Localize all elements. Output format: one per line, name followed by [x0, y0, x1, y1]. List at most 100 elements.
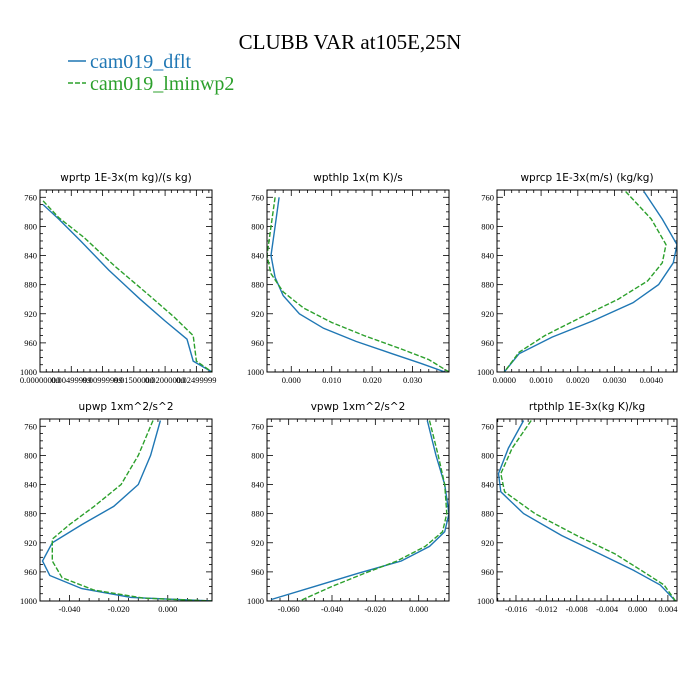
panel-frame-wprtp — [39, 189, 213, 373]
series-line-wprcp-dflt — [503, 191, 677, 372]
ytick-label-wprcp-1000: 1000 — [477, 367, 494, 377]
ytick-label-vpwp-800: 800 — [251, 450, 264, 460]
ytick-label-wprtp-920: 920 — [24, 309, 37, 319]
panel-frame-rtpthlp — [496, 418, 678, 602]
legend-label-dflt: cam019_dflt — [90, 51, 192, 73]
xtick-label-wprtp-3: 0.01500000 — [114, 375, 154, 385]
ytick-label-wpthlp-880: 880 — [251, 280, 264, 290]
panel-wpthlp: wpthlp 1x(m K)/s 760 800 840 880 920 960 1000 0.… — [247, 172, 450, 385]
ytick-label-wprcp-800: 800 — [481, 221, 494, 231]
ytick-label-rtpthlp-880: 880 — [481, 509, 494, 519]
xtick-label-wpthlp-1: 0.010 — [322, 375, 341, 385]
legend-label-lminwp2: cam019_lminwp2 — [90, 73, 234, 95]
xtick-label-wprcp-4: 0.0040 — [640, 375, 663, 385]
panel-title-wprcp: wprcp 1E-3x(m/s) (kg/kg) — [520, 172, 653, 184]
ytick-label-wpthlp-840: 840 — [251, 251, 264, 261]
ytick-label-rtpthlp-920: 920 — [481, 538, 494, 548]
xtick-label-wprcp-0: 0.0000 — [493, 375, 516, 385]
series-line-wpthlp-dflt — [270, 197, 446, 372]
ytick-label-wprtp-760: 760 — [24, 192, 37, 202]
ytick-label-upwp-1000: 1000 — [20, 596, 37, 606]
xtick-label-rtpthlp-5: 0.004 — [658, 604, 678, 614]
xtick-label-rtpthlp-4: 0.000 — [628, 604, 647, 614]
panels: wprtp 1E-3x(m kg)/(s kg) 760 800 840 880 920 9… — [20, 172, 678, 614]
xtick-label-vpwp-1: -0.040 — [321, 604, 343, 614]
ytick-label-rtpthlp-1000: 1000 — [477, 596, 494, 606]
ytick-label-upwp-880: 880 — [24, 509, 37, 519]
xtick-label-upwp-0: -0.040 — [59, 604, 81, 614]
xtick-label-vpwp-0: -0.060 — [278, 604, 300, 614]
series-line-rtpthlp-dflt — [497, 420, 677, 601]
panel-frame-vpwp — [266, 418, 450, 602]
panel-title-rtpthlp: rtpthlp 1E-3x(kg K)/kg — [529, 401, 645, 413]
xtick-label-rtpthlp-2: -0.008 — [566, 604, 588, 614]
series-line-vpwp-lminwp2 — [299, 420, 448, 601]
series-line-wprtp-dflt — [42, 204, 212, 372]
series-line-upwp-lminwp2 — [51, 420, 212, 601]
xtick-label-wprcp-1: 0.0010 — [529, 375, 552, 385]
xtick-label-upwp-2: 0.000 — [158, 604, 177, 614]
panel-rtpthlp: rtpthlp 1E-3x(kg K)/kg 760 800 840 880 920 960… — [477, 401, 678, 614]
panel-frame-upwp — [39, 418, 213, 602]
legend: cam019_dflt cam019_lminwp2 — [68, 51, 234, 95]
panel-upwp: upwp 1xm^2/s^2 760 800 840 880 920 960 1000 -0.0… — [20, 401, 213, 614]
panel-title-wpthlp: wpthlp 1x(m K)/s — [313, 172, 403, 184]
ytick-label-vpwp-880: 880 — [251, 509, 264, 519]
ytick-label-wpthlp-920: 920 — [251, 309, 264, 319]
xtick-label-rtpthlp-3: -0.004 — [596, 604, 619, 614]
ytick-label-wpthlp-760: 760 — [251, 192, 264, 202]
panel-wprcp: wprcp 1E-3x(m/s) (kg/kg) 760 800 840 880 920 9… — [477, 172, 678, 385]
ytick-label-wprcp-840: 840 — [481, 251, 494, 261]
ytick-label-wpthlp-1000: 1000 — [247, 367, 264, 377]
ytick-label-wprcp-960: 960 — [481, 338, 494, 348]
panel-frame-wprcp — [496, 189, 678, 373]
series-line-wprcp-lminwp2 — [503, 191, 667, 372]
ytick-label-wprcp-880: 880 — [481, 280, 494, 290]
panel-title-vpwp: vpwp 1xm^2/s^2 — [311, 401, 406, 413]
xtick-label-wprtp-0: 0.00000000 — [20, 375, 60, 385]
ytick-label-vpwp-920: 920 — [251, 538, 264, 548]
series-line-vpwp-dflt — [271, 420, 449, 601]
panel-frame-wpthlp — [266, 189, 450, 373]
ytick-label-upwp-920: 920 — [24, 538, 37, 548]
ytick-label-wprtp-880: 880 — [24, 280, 37, 290]
ytick-label-rtpthlp-800: 800 — [481, 450, 494, 460]
ytick-label-upwp-960: 960 — [24, 567, 37, 577]
series-line-upwp-dflt — [41, 420, 212, 601]
xtick-label-wprcp-2: 0.0020 — [566, 375, 589, 385]
series-line-wpthlp-lminwp2 — [267, 197, 449, 372]
xtick-label-wpthlp-3: 0.030 — [403, 375, 422, 385]
xtick-label-vpwp-3: 0.000 — [409, 604, 428, 614]
xtick-label-wprtp-1: 0.00499999 — [51, 375, 91, 385]
ytick-label-wprtp-1000: 1000 — [20, 367, 37, 377]
xtick-label-upwp-1: -0.020 — [108, 604, 130, 614]
panel-vpwp: vpwp 1xm^2/s^2 760 800 840 880 920 960 1000 -0.0… — [247, 401, 450, 614]
ytick-label-rtpthlp-960: 960 — [481, 567, 494, 577]
panel-wprtp: wprtp 1E-3x(m kg)/(s kg) 760 800 840 880 920 9… — [20, 172, 217, 385]
ytick-label-vpwp-1000: 1000 — [247, 596, 264, 606]
ytick-label-wprcp-760: 760 — [481, 192, 494, 202]
ytick-label-upwp-800: 800 — [24, 450, 37, 460]
ytick-label-wpthlp-800: 800 — [251, 221, 264, 231]
ytick-label-upwp-840: 840 — [24, 480, 37, 490]
ytick-label-wprtp-840: 840 — [24, 251, 37, 261]
ytick-label-vpwp-960: 960 — [251, 567, 264, 577]
xtick-label-wpthlp-2: 0.020 — [363, 375, 382, 385]
ytick-label-wprcp-920: 920 — [481, 309, 494, 319]
xtick-label-rtpthlp-1: -0.012 — [535, 604, 557, 614]
ytick-label-rtpthlp-760: 760 — [481, 421, 494, 431]
ytick-label-wprtp-960: 960 — [24, 338, 37, 348]
xtick-label-wprtp-5: 0.02499999 — [176, 375, 216, 385]
series-line-wprtp-lminwp2 — [42, 200, 212, 372]
ytick-label-rtpthlp-840: 840 — [481, 480, 494, 490]
xtick-label-rtpthlp-0: -0.016 — [505, 604, 527, 614]
ytick-label-upwp-760: 760 — [24, 421, 37, 431]
xtick-label-wprcp-3: 0.0030 — [603, 375, 626, 385]
ytick-label-vpwp-760: 760 — [251, 421, 264, 431]
xtick-label-wprtp-4: 0.02000000 — [145, 375, 185, 385]
figure-title: CLUBB VAR at105E,25N — [239, 30, 462, 54]
ytick-label-wpthlp-960: 960 — [251, 338, 264, 348]
panel-title-wprtp: wprtp 1E-3x(m kg)/(s kg) — [60, 172, 191, 184]
xtick-label-vpwp-2: -0.020 — [364, 604, 386, 614]
